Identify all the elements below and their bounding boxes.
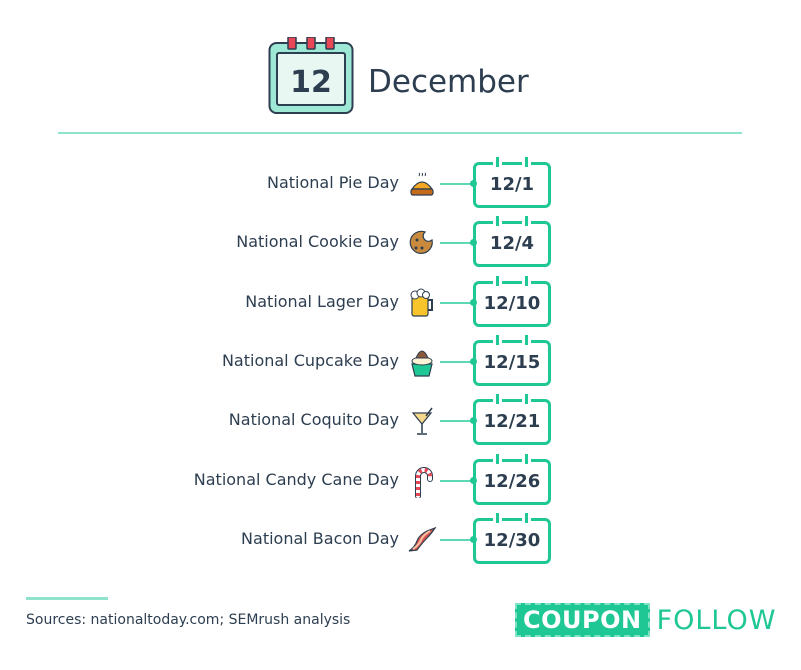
- date-badge: 12/1: [473, 157, 551, 208]
- holiday-label: National Coquito Day: [228, 410, 399, 430]
- couponfollow-logo: COUPON FOLLOW: [515, 603, 777, 637]
- holiday-date: 12/21: [483, 411, 541, 433]
- holiday-label: National Candy Cane Day: [193, 469, 399, 489]
- holiday-date: 12/4: [489, 233, 535, 255]
- connector-dot: [470, 298, 477, 306]
- holiday-date: 12/15: [483, 351, 541, 373]
- holiday-label: National Cookie Day: [236, 232, 399, 252]
- connector-dot: [470, 239, 477, 247]
- logo-follow: FOLLOW: [656, 604, 777, 636]
- holiday-date: 12/1: [489, 174, 535, 195]
- date-badge: 12/15: [473, 334, 551, 386]
- cupcake-icon: [411, 350, 433, 377]
- date-badge: 12/10: [473, 275, 551, 327]
- connector-dot: [470, 180, 477, 187]
- connector-line: [440, 301, 474, 304]
- holiday-date: 12/26: [483, 470, 541, 492]
- sources-divider: [26, 597, 108, 600]
- holiday-label: National Lager Day: [245, 291, 399, 311]
- connector-dot: [470, 535, 477, 543]
- divider: [58, 132, 742, 134]
- connector-dot: [470, 476, 477, 484]
- holiday-row: National Candy Cane Day 12/26: [0, 453, 801, 505]
- holiday-row: National Cookie Day 12/4: [0, 216, 801, 268]
- calendar-day: 12: [290, 65, 332, 100]
- connector-line: [440, 479, 474, 482]
- date-badge: 12/30: [473, 512, 551, 564]
- page-title: December: [368, 64, 529, 100]
- holiday-label: National Bacon Day: [241, 528, 399, 548]
- holiday-row: National Pie Day 12/1: [0, 157, 801, 208]
- holiday-label: National Pie Day: [266, 173, 399, 192]
- cookie-icon: [409, 231, 433, 255]
- beer-mug-icon: [410, 288, 433, 317]
- connector-dot: [470, 357, 477, 365]
- date-badge: 12/21: [473, 394, 551, 446]
- connector-line: [440, 183, 474, 185]
- connector-line: [440, 242, 474, 245]
- sources-text: Sources: nationaltoday.com; SEMrush anal…: [26, 612, 351, 628]
- holiday-label: National Cupcake Day: [221, 350, 399, 370]
- date-badge: 12/4: [473, 216, 551, 268]
- holiday-row: National Lager Day 12/10: [0, 275, 801, 327]
- connector-dot: [470, 417, 477, 425]
- candy-cane-icon: [415, 466, 433, 498]
- calendar-icon: 12: [268, 37, 354, 114]
- holiday-date: 12/30: [483, 529, 541, 551]
- logo-coupon: COUPON: [515, 603, 650, 637]
- connector-line: [440, 360, 474, 363]
- holiday-row: National Cupcake Day 12/15: [0, 334, 801, 386]
- connector-line: [440, 538, 474, 541]
- pie-icon: [410, 172, 434, 196]
- holiday-row: National Coquito Day 12/21: [0, 394, 801, 446]
- cocktail-glass-icon: [411, 407, 433, 435]
- bacon-icon: [408, 526, 437, 552]
- connector-line: [440, 420, 474, 423]
- date-badge: 12/26: [473, 453, 551, 505]
- holiday-date: 12/10: [483, 292, 541, 314]
- holiday-row: National Bacon Day 12/30: [0, 512, 801, 564]
